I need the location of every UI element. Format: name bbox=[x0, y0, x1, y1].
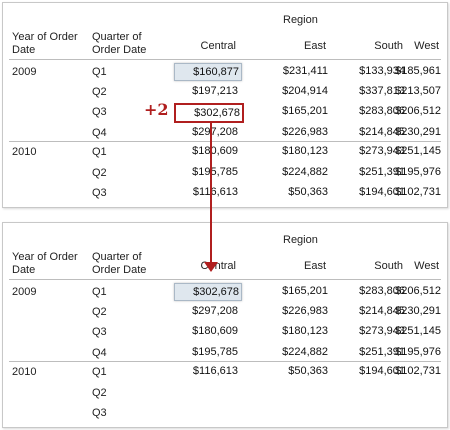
value-cell: $133,934 bbox=[359, 65, 405, 77]
quarter-label: Q1 bbox=[92, 146, 107, 158]
quarter-of-order-date-header: Quarter of Order Date bbox=[92, 31, 147, 56]
top-crosstab: Year of Order Date Quarter of Order Date R… bbox=[2, 2, 448, 208]
value-cell: $251,145 bbox=[395, 325, 441, 337]
value-cell: $197,213 bbox=[192, 85, 238, 97]
year-label: 2009 bbox=[12, 286, 37, 298]
value-cell: $195,976 bbox=[395, 346, 441, 358]
quarter-label: Q3 bbox=[92, 187, 107, 199]
value-cell: $283,806 bbox=[359, 105, 405, 117]
value-cell: $50,363 bbox=[288, 186, 328, 198]
column-header-central: Central bbox=[200, 260, 236, 272]
year-label: 2010 bbox=[12, 146, 37, 158]
value-cell bbox=[174, 384, 240, 388]
value-cell: $195,976 bbox=[395, 166, 441, 178]
quarter-label: Q2 bbox=[92, 387, 107, 399]
quarter-label: Q3 bbox=[92, 326, 107, 338]
header-divider bbox=[9, 279, 441, 280]
year-of-order-date-header: Year of Order Date bbox=[12, 31, 78, 56]
bottom-crosstab: Year of Order Date Quarter of Order Date R… bbox=[2, 222, 448, 428]
value-cell: $224,882 bbox=[282, 166, 328, 178]
quarter-label: Q4 bbox=[92, 347, 107, 359]
value-cell: $273,943 bbox=[359, 325, 405, 337]
value-cell: $180,609 bbox=[192, 325, 238, 337]
value-cell: $180,123 bbox=[282, 325, 328, 337]
value-cell: $206,512 bbox=[395, 105, 441, 117]
value-cell: $102,731 bbox=[395, 365, 441, 377]
value-cell: $195,785 bbox=[192, 346, 238, 358]
value-cell bbox=[174, 404, 240, 408]
value-cell: $251,391 bbox=[359, 346, 405, 358]
value-cell: $102,731 bbox=[395, 186, 441, 198]
value-cell: $195,785 bbox=[192, 166, 238, 178]
value-cell: $283,806 bbox=[359, 285, 405, 297]
value-cell: $160,877 bbox=[174, 63, 242, 81]
value-cell: $180,609 bbox=[192, 145, 238, 157]
column-header-west: West bbox=[414, 40, 439, 52]
quarter-label: Q1 bbox=[92, 366, 107, 378]
quarter-label: Q1 bbox=[92, 286, 107, 298]
value-cell: $180,123 bbox=[282, 145, 328, 157]
quarter-label: Q4 bbox=[92, 127, 107, 139]
value-cell: $50,363 bbox=[288, 365, 328, 377]
value-cell: $302,678 bbox=[174, 283, 242, 301]
quarter-label: Q2 bbox=[92, 306, 107, 318]
value-cell: $251,391 bbox=[359, 166, 405, 178]
value-cell: $213,507 bbox=[395, 85, 441, 97]
year-divider bbox=[9, 361, 441, 362]
year-of-order-date-header: Year of Order Date bbox=[12, 251, 78, 276]
quarter-label: Q3 bbox=[92, 106, 107, 118]
value-cell: $214,845 bbox=[359, 305, 405, 317]
value-cell: $116,613 bbox=[192, 186, 238, 198]
column-header-east: East bbox=[303, 40, 326, 52]
value-cell: $165,201 bbox=[282, 285, 328, 297]
quarter-label: Q1 bbox=[92, 66, 107, 78]
value-cell bbox=[377, 404, 443, 408]
value-cell: $194,601 bbox=[359, 186, 405, 198]
year-label: 2009 bbox=[12, 66, 37, 78]
value-cell: $226,983 bbox=[282, 305, 328, 317]
value-cell: $204,914 bbox=[282, 85, 328, 97]
value-cell: $251,145 bbox=[395, 145, 441, 157]
year-label: 2010 bbox=[12, 366, 37, 378]
quarter-label: Q2 bbox=[92, 167, 107, 179]
quarter-label: Q3 bbox=[92, 407, 107, 419]
quarter-of-order-date-header: Quarter of Order Date bbox=[92, 251, 147, 276]
region-header: Region bbox=[283, 14, 318, 26]
value-cell: $165,201 bbox=[282, 105, 328, 117]
value-cell bbox=[264, 404, 330, 408]
value-cell: $185,961 bbox=[395, 65, 441, 77]
value-cell: $224,882 bbox=[282, 346, 328, 358]
column-header-east: East bbox=[303, 260, 326, 272]
column-header-central: Central bbox=[200, 40, 236, 52]
value-cell: $273,943 bbox=[359, 145, 405, 157]
year-divider bbox=[9, 141, 441, 142]
value-cell bbox=[264, 384, 330, 388]
column-header-south: South bbox=[374, 260, 403, 272]
value-cell: $214,845 bbox=[359, 126, 405, 138]
value-cell: $337,813 bbox=[359, 85, 405, 97]
value-cell: $206,512 bbox=[395, 285, 441, 297]
quarter-label: Q2 bbox=[92, 86, 107, 98]
value-cell: $297,208 bbox=[192, 305, 238, 317]
header-divider bbox=[9, 59, 441, 60]
column-header-west: West bbox=[414, 260, 439, 272]
column-header-south: South bbox=[374, 40, 403, 52]
value-cell: $230,291 bbox=[395, 126, 441, 138]
value-cell: $194,601 bbox=[359, 365, 405, 377]
value-cell: $230,291 bbox=[395, 305, 441, 317]
value-cell: $302,678 bbox=[174, 103, 244, 123]
value-cell bbox=[377, 384, 443, 388]
region-header: Region bbox=[283, 234, 318, 246]
value-cell: $297,208 bbox=[192, 126, 238, 138]
value-cell: $231,411 bbox=[282, 65, 328, 77]
offset-annotation: +2 bbox=[144, 100, 169, 119]
value-cell: $116,613 bbox=[192, 365, 238, 377]
value-cell: $226,983 bbox=[282, 126, 328, 138]
